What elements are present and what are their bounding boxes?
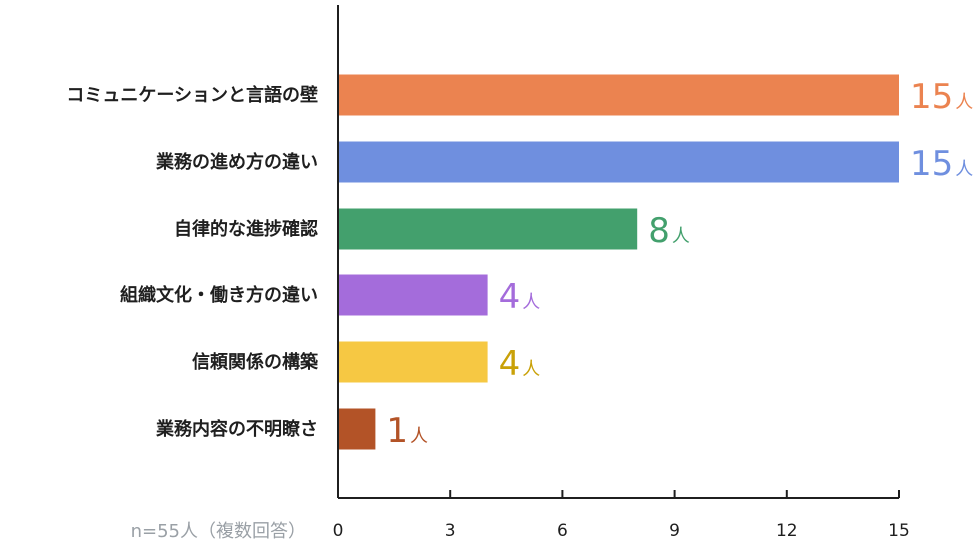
category-label-0: コミュニケーションと言語の壁 — [66, 84, 318, 106]
bar-0 — [338, 74, 899, 116]
x-tick-label-5: 15 — [888, 521, 910, 540]
value-number-0: 15 — [910, 77, 953, 117]
value-number-3: 4 — [499, 277, 521, 317]
bar-3 — [338, 274, 488, 316]
bar-1 — [338, 141, 899, 183]
category-label-3: 組織文化・働き方の違い — [120, 284, 318, 306]
value-number-2: 8 — [648, 211, 670, 251]
bars-layer — [338, 74, 899, 450]
value-number-1: 15 — [910, 144, 953, 184]
category-label-1: 業務の進め方の違い — [155, 151, 318, 173]
value-label-1: 15 人 — [910, 144, 973, 184]
bar-2 — [338, 208, 638, 250]
value-number-4: 4 — [499, 344, 521, 384]
sample-size-note: n=55人（複数回答） — [131, 521, 306, 540]
bar-4 — [338, 341, 488, 383]
category-label-2: 自律的な進捗確認 — [174, 218, 318, 240]
x-tick-label-1: 3 — [445, 521, 456, 540]
category-label-4: 信頼関係の構築 — [192, 351, 319, 373]
x-tick-label-4: 12 — [776, 521, 798, 540]
x-tick-label-0: 0 — [333, 521, 344, 540]
value-number-5: 1 — [386, 411, 408, 451]
value-unit-1: 人 — [955, 159, 973, 180]
value-label-0: 15 人 — [910, 77, 973, 117]
value-labels: 15 人15 人8 人4 人4 人1 人 — [386, 77, 973, 451]
x-axis: 0 3 6 9 12 15 — [333, 5, 910, 540]
value-unit-4: 人 — [522, 359, 540, 380]
value-unit-3: 人 — [522, 292, 540, 313]
value-unit-2: 人 — [672, 226, 690, 247]
x-tick-label-2: 6 — [557, 521, 568, 540]
category-labels: コミュニケーションと言語の壁業務の進め方の違い自律的な進捗確認組織文化・働き方の… — [66, 84, 319, 440]
bar-5 — [338, 408, 376, 450]
value-unit-5: 人 — [410, 426, 428, 447]
value-unit-0: 人 — [955, 92, 973, 113]
x-tick-label-3: 9 — [669, 521, 680, 540]
category-label-5: 業務内容の不明瞭さ — [155, 418, 318, 440]
